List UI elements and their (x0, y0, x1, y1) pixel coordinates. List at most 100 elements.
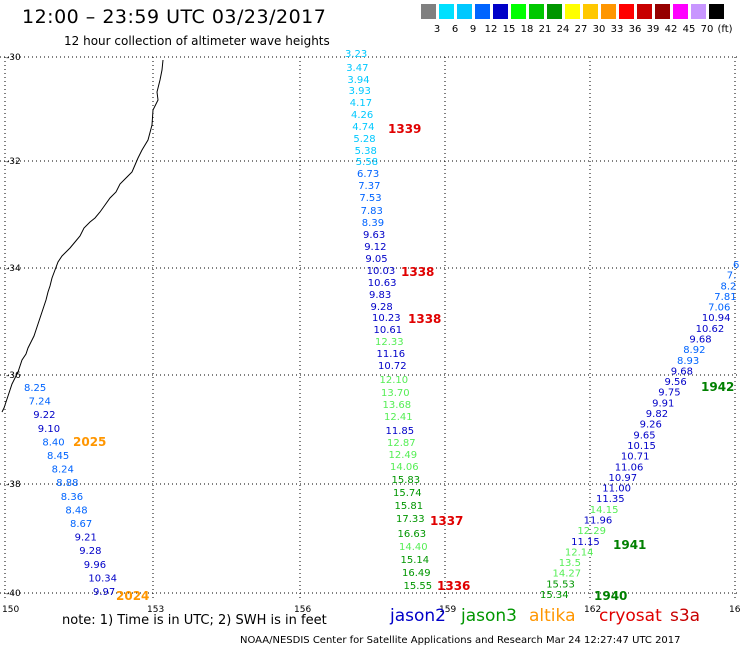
scale-label: 18 (520, 24, 534, 35)
time-label: 1338 (408, 312, 441, 326)
lon-label: 150 (2, 605, 19, 615)
scale-label: 21 (538, 24, 552, 35)
swh-value: 14.27 (553, 569, 582, 580)
notes-text: note: 1) Time is in UTC; 2) SWH is in fe… (62, 613, 327, 628)
scale-swatch (619, 4, 634, 19)
swh-value: 10.63 (368, 278, 397, 289)
lat-label: -32 (6, 157, 21, 167)
swh-value: 9.96 (84, 560, 106, 571)
swh-value: 12.49 (389, 450, 418, 461)
swh-value: 8.40 (42, 437, 64, 448)
swh-value: 8.24 (52, 465, 74, 476)
swh-value: 14.15 (590, 505, 619, 516)
scale-swatch (439, 4, 454, 19)
swh-value: 15.53 (546, 579, 575, 590)
scale-label: 33 (610, 24, 624, 35)
swh-value: 4.74 (352, 122, 374, 133)
swh-value: 11.96 (584, 516, 613, 527)
lat-label: -40 (6, 589, 21, 599)
scale-swatch (529, 4, 544, 19)
swh-value: 8.36 (61, 492, 83, 503)
lon-label: 165 (729, 605, 740, 615)
swh-value: 9.82 (646, 409, 668, 420)
swh-value: 13.70 (381, 388, 410, 399)
legend-cryosat: cryosat (599, 606, 662, 626)
lat-label: -38 (6, 480, 21, 490)
swh-value: 8.2 (721, 281, 737, 292)
scale-swatch (457, 4, 472, 19)
scale-label: 27 (574, 24, 588, 35)
scale-label: 15 (502, 24, 516, 35)
swh-value: 7.83 (361, 206, 383, 217)
scale-swatch (601, 4, 616, 19)
swh-value: 11.00 (602, 484, 631, 495)
scale-swatch (493, 4, 508, 19)
swh-value: 12.29 (577, 526, 606, 537)
swh-value: 5.58 (356, 157, 378, 168)
map-subtitle: 12 hour collection of altimeter wave hei… (64, 34, 330, 48)
swh-value: 15.83 (392, 475, 421, 486)
swh-value: 9.83 (369, 290, 391, 301)
legend-altika: altika (529, 606, 576, 626)
swh-value: 15.34 (540, 590, 569, 601)
time-labels: 1339 1338 1338 1337 1336 2025 2024 1942 1941 1940 (73, 122, 734, 603)
scale-label: 6 (451, 24, 459, 35)
scale-label: 36 (628, 24, 642, 35)
lat-label: -30 (6, 53, 21, 63)
swh-value: 10.72 (378, 361, 407, 372)
grid-lines (0, 56, 740, 600)
swh-value: 10.15 (627, 441, 656, 452)
swh-value: 7.24 (29, 397, 51, 408)
swh-value: 14.06 (390, 462, 419, 473)
scale-swatch (475, 4, 490, 19)
scale-label: 9 (469, 24, 477, 35)
swh-value: 3.47 (346, 63, 368, 74)
legend-jason2: jason2 (390, 606, 446, 626)
swh-value: 12.41 (384, 412, 413, 423)
swh-value: 8.93 (677, 356, 699, 367)
swh-value: 10.62 (696, 324, 725, 335)
swh-value: 8.88 (56, 478, 78, 489)
swh-value: 5.38 (355, 146, 377, 157)
swh-value: 11.15 (571, 537, 600, 548)
swh-value: 5.28 (353, 134, 375, 145)
swh-value: 4.17 (350, 98, 372, 109)
scale-label: 3 (433, 24, 441, 35)
swh-value: 9.75 (658, 388, 680, 399)
time-label: 2025 (73, 435, 106, 449)
scale-label: (ft) (717, 24, 733, 35)
swh-value: 7.53 (359, 193, 381, 204)
scale-swatch (511, 4, 526, 19)
swh-value: 15.14 (401, 555, 430, 566)
time-label: 1940 (594, 589, 627, 603)
swh-value: 14.40 (399, 542, 428, 553)
swh-value: 10.34 (88, 573, 117, 584)
swh-value: 11.35 (596, 494, 625, 505)
swh-value: 7.81 (714, 292, 736, 303)
swh-value: 6.73 (357, 169, 379, 180)
time-label: 2024 (116, 589, 149, 603)
scale-swatch (637, 4, 652, 19)
lat-label: -36 (6, 371, 21, 381)
swh-value: 11.06 (615, 462, 644, 473)
swh-value: 16.49 (402, 568, 431, 579)
footer-text: NOAA/NESDIS Center for Satellite Applica… (240, 635, 681, 646)
swh-value: 8.67 (70, 519, 92, 530)
swh-value: 8.92 (683, 345, 705, 356)
swh-value: 7. (727, 271, 737, 282)
swh-value: 10.94 (702, 313, 731, 324)
swh-value: 15.74 (393, 488, 422, 499)
time-label: 1339 (388, 122, 421, 136)
time-label: 1337 (430, 514, 463, 528)
swh-value: 8.39 (362, 218, 384, 229)
swh-value: 10.97 (609, 473, 638, 484)
swh-value: 8.25 (24, 383, 46, 394)
time-label: 1338 (401, 265, 434, 279)
swh-value: 10.03 (367, 266, 396, 277)
swh-value: 9.26 (640, 420, 662, 431)
scale-label: 70 (700, 24, 714, 35)
scale-swatch (691, 4, 706, 19)
track-values: 3.23 3.473.943.934.174.264.745.285.385.58… (24, 49, 739, 601)
time-label: 1941 (613, 538, 646, 552)
scale-label: 12 (484, 24, 498, 35)
